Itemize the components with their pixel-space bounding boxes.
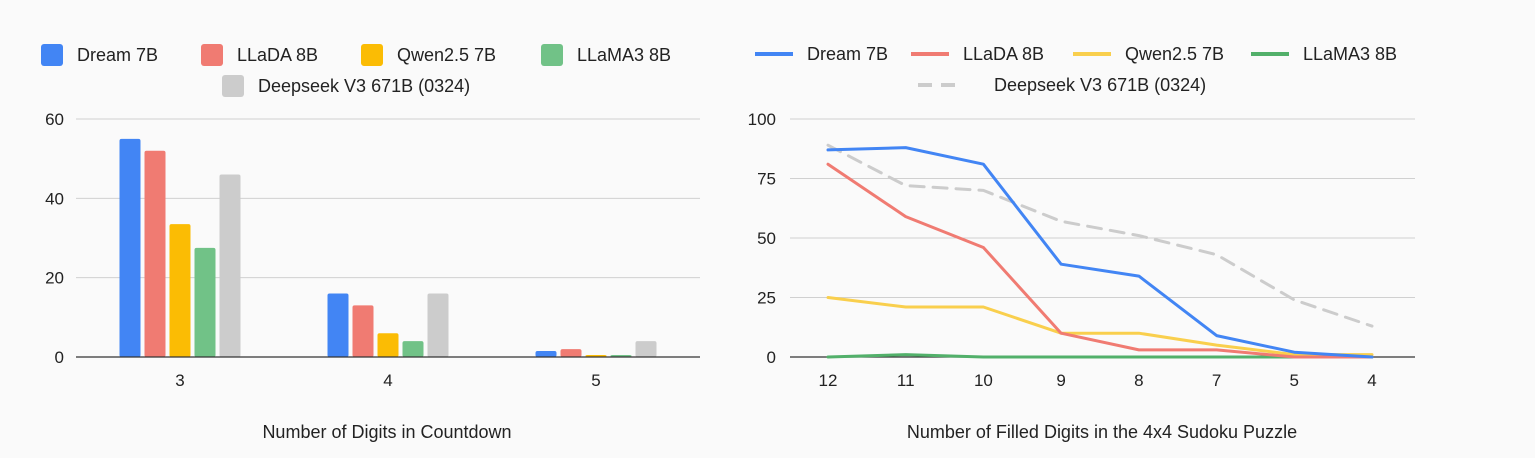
x-tick-label: 3 <box>175 371 184 390</box>
x-tick-label: 5 <box>1290 371 1299 390</box>
y-tick-label: 0 <box>55 348 64 367</box>
bar-llama3-8b-4 <box>402 341 424 357</box>
line-qwen2-5-7b <box>826 296 1374 357</box>
legend-label-dream-7b: Dream 7B <box>77 45 158 65</box>
line-dream-7b <box>826 146 1374 359</box>
bar-llama3-8b-3 <box>194 247 216 357</box>
legend-swatch-llama3-8b <box>541 44 563 66</box>
x-tick-label: 12 <box>819 371 838 390</box>
x-tick-label: 4 <box>383 371 392 390</box>
y-tick-label: 20 <box>45 269 64 288</box>
bar-dream-7b-3 <box>119 138 141 357</box>
x-tick-label: 4 <box>1367 371 1376 390</box>
x-tick-label: 9 <box>1056 371 1065 390</box>
legend-swatch-qwen2-5-7b <box>361 44 383 66</box>
legend-label-deepseek-v3-671b-0324: Deepseek V3 671B (0324) <box>258 76 470 96</box>
bar-llada-8b-4 <box>352 305 374 357</box>
y-tick-label: 100 <box>748 110 776 129</box>
x-tick-label: 11 <box>897 371 915 390</box>
x-tick-label: 10 <box>974 371 993 390</box>
x-tick-label: 7 <box>1212 371 1221 390</box>
x-axis: 3 4 5 <box>175 371 600 390</box>
y-tick-label: 0 <box>767 348 776 367</box>
bar-llada-8b-3 <box>144 150 166 357</box>
legend-label-llada-8b: LLaDA 8B <box>237 45 318 65</box>
legend-swatch-llada-8b <box>201 44 223 66</box>
x-tick-label: 5 <box>591 371 600 390</box>
y-tick-label: 25 <box>757 289 776 308</box>
x-axis-title: Number of Digits in Countdown <box>262 422 511 442</box>
legend-label-qwen2-5-7b: Qwen2.5 7B <box>1125 44 1224 64</box>
bars <box>76 138 700 358</box>
grid <box>790 118 1415 358</box>
legend-swatch-deepseek-v3-671b-0324 <box>222 75 244 97</box>
legend-label-deepseek-v3-671b-0324: Deepseek V3 671B (0324) <box>994 75 1206 95</box>
y-axis: 0 20 40 60 <box>45 110 64 367</box>
legend: Dream 7B LLaDA 8B Qwen2.5 7B LLaMA3 8B Deeps… <box>41 44 671 97</box>
x-tick-label: 8 <box>1134 371 1143 390</box>
y-axis: 0 25 50 75 100 <box>748 110 776 367</box>
legend-label-llada-8b: LLaDA 8B <box>963 44 1044 64</box>
legend-label-llama3-8b: LLaMA3 8B <box>1303 44 1397 64</box>
bar-deepseek-v3-671b-0324-3 <box>219 174 241 357</box>
y-tick-label: 75 <box>757 170 776 189</box>
line-deepseek-v3-671b-0324 <box>826 143 1374 328</box>
y-tick-label: 40 <box>45 189 64 208</box>
y-tick-label: 60 <box>45 110 64 129</box>
legend-label-qwen2-5-7b: Qwen2.5 7B <box>397 45 496 65</box>
bar-qwen2-5-7b-4 <box>377 333 399 357</box>
bar-dream-7b-4 <box>327 293 349 357</box>
lines <box>826 143 1374 359</box>
x-axis-title: Number of Filled Digits in the 4x4 Sudok… <box>907 422 1297 442</box>
bar-dream-7b-5 <box>535 351 557 357</box>
sudoku-line-chart: Dream 7B LLaDA 8B Qwen2.5 7B LLaMA3 8B Deeps… <box>748 44 1415 442</box>
y-tick-label: 50 <box>757 229 776 248</box>
bar-qwen2-5-7b-3 <box>169 224 191 357</box>
countdown-bar-chart: Dream 7B LLaDA 8B Qwen2.5 7B LLaMA3 8B Deeps… <box>41 44 700 442</box>
bar-deepseek-v3-671b-0324-5 <box>635 341 657 357</box>
x-axis: 12 11 10 9 8 7 5 4 <box>819 371 1377 390</box>
line-llada-8b <box>826 162 1374 359</box>
legend-label-dream-7b: Dream 7B <box>807 44 888 64</box>
legend: Dream 7B LLaDA 8B Qwen2.5 7B LLaMA3 8B Deeps… <box>755 44 1397 95</box>
legend-label-llama3-8b: LLaMA3 8B <box>577 45 671 65</box>
bar-deepseek-v3-671b-0324-4 <box>427 293 449 357</box>
legend-swatch-dream-7b <box>41 44 63 66</box>
bar-llada-8b-5 <box>560 349 582 357</box>
